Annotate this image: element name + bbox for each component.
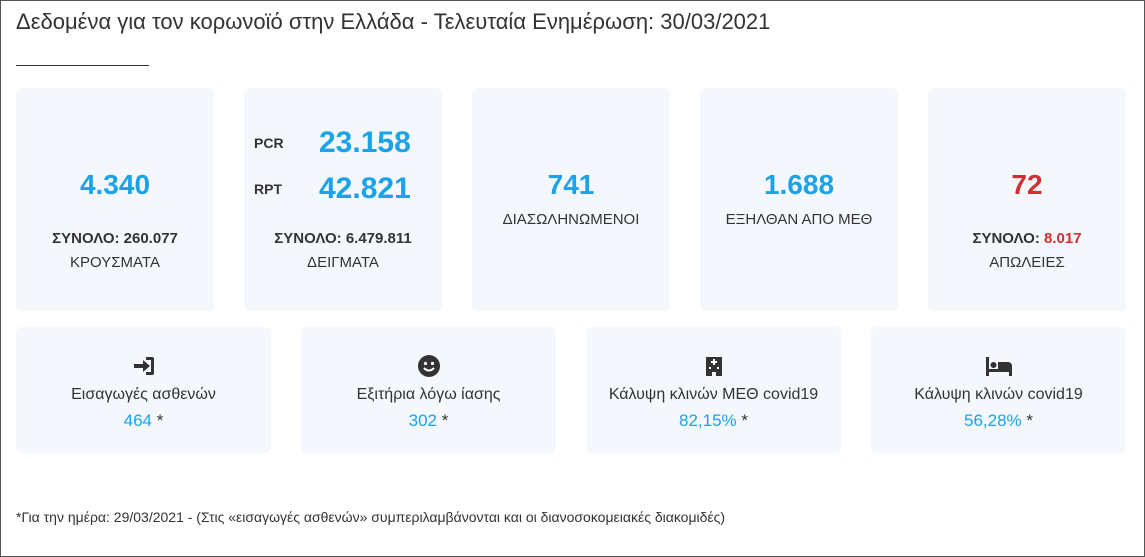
marker: *	[156, 411, 164, 430]
tests-card: PCR 23.158 RPT 42.821 ΣΥΝΟΛΟ: 6.479.811 ΔΕ…	[244, 88, 442, 311]
total: ΣΥΝΟΛΟ: 8.017	[928, 229, 1126, 249]
total-label: ΣΥΝΟΛΟ:	[274, 230, 342, 247]
label: ΔΙΑΣΩΛΗΝΩΜΕΝΟΙ	[502, 211, 640, 228]
total: ΣΥΝΟΛΟ: 6.479.811	[244, 229, 442, 249]
title: Δεδομένα για τον κορωνοϊό στην Ελλάδα - …	[16, 9, 771, 34]
value: 82,15% *	[586, 411, 841, 431]
label: Εξιτήρια λόγω ίασης	[356, 386, 501, 403]
row-value: 23.158	[319, 126, 411, 159]
total-value: 6.479.811	[345, 230, 412, 247]
label: ΔΕΙΓΜΑΤΑ	[307, 254, 379, 271]
label: Εισαγωγές ασθενών	[71, 386, 216, 403]
total-label: ΣΥΝΟΛΟ:	[972, 230, 1040, 247]
admissions-card: Εισαγωγές ασθενών 464 *	[16, 327, 271, 453]
test-row: PCR 23.158	[244, 126, 442, 160]
footnote: *Για την ημέρα: 29/03/2021 - (Στις «εισα…	[16, 509, 726, 525]
label: ΑΠΩΛΕΙΕΣ	[989, 254, 1065, 271]
row-label: RPT	[254, 181, 282, 197]
icon	[871, 354, 1126, 378]
total-label: ΣΥΝΟΛΟ:	[52, 230, 120, 247]
deaths-card: 72 ΣΥΝΟΛΟ: 8.017 ΑΠΩΛΕΙΕΣ	[928, 88, 1126, 311]
number: 464	[123, 411, 152, 430]
total-value: 260.077	[123, 230, 178, 247]
test-row: RPT 42.821	[244, 172, 442, 206]
label: Κάλυψη κλινών ΜΕΘ covid19	[608, 386, 819, 403]
label: ΚΡΟΥΣΜΑΤΑ	[70, 254, 160, 271]
row-label: PCR	[254, 135, 284, 151]
icu-beds-card: Κάλυψη κλινών ΜΕΘ covid19 82,15% *	[586, 327, 841, 453]
total-value: 8.017	[1044, 230, 1082, 247]
number: 82,15%	[678, 411, 737, 430]
cases-card: 4.340 ΣΥΝΟΛΟ: 260.077 ΚΡΟΥΣΜΑΤΑ	[16, 88, 214, 311]
value: 302 *	[301, 411, 556, 431]
total: ΣΥΝΟΛΟ: 260.077	[16, 229, 214, 249]
value: 741	[547, 169, 595, 200]
marker: *	[741, 411, 749, 430]
value: 1.688	[763, 169, 835, 200]
icon	[586, 354, 841, 378]
icon	[16, 354, 271, 378]
marker: *	[1026, 411, 1034, 430]
value: 72	[1011, 169, 1043, 200]
label: Κάλυψη κλινών covid19	[914, 386, 1083, 403]
row-value: 42.821	[319, 172, 411, 205]
number: 302	[408, 411, 437, 430]
title-rule	[16, 65, 149, 66]
value: 4.340	[79, 169, 151, 200]
discharges-card: Εξιτήρια λόγω ίασης 302 *	[301, 327, 556, 453]
marker: *	[441, 411, 449, 430]
value: 56,28% *	[871, 411, 1126, 431]
icon	[301, 354, 556, 378]
beds-card: Κάλυψη κλινών covid19 56,28% *	[871, 327, 1126, 453]
label: ΕΞΗΛΘΑΝ ΑΠΟ ΜΕΘ	[725, 211, 873, 228]
intubated-card: 741 ΔΙΑΣΩΛΗΝΩΜΕΝΟΙ	[472, 88, 670, 311]
icu-exit-card: 1.688 ΕΞΗΛΘΑΝ ΑΠΟ ΜΕΘ	[700, 88, 898, 311]
number: 56,28%	[963, 411, 1022, 430]
value: 464 *	[16, 411, 271, 431]
